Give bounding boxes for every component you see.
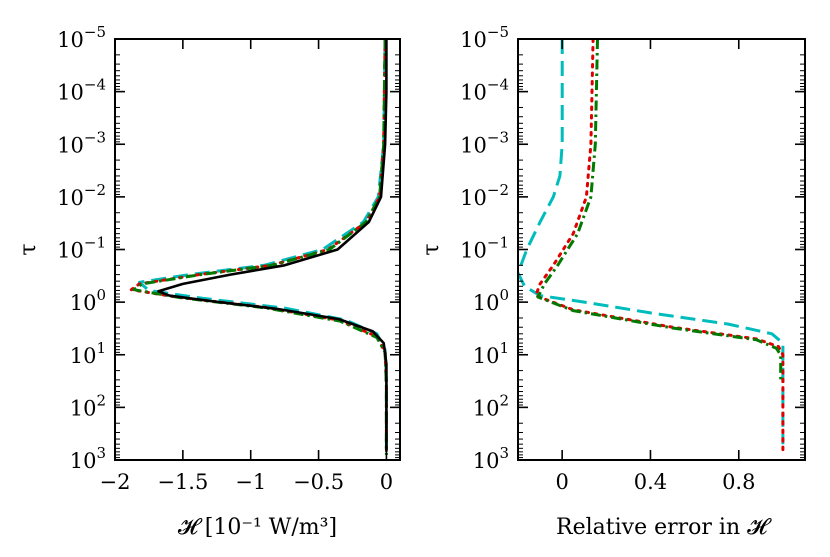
y-axis-label: τ (16, 243, 41, 255)
series-line-dashed (518, 39, 785, 445)
x-tick-label: 0.8 (722, 470, 755, 494)
y-tick-label: 10−3 (57, 128, 106, 157)
y-tick-label: 10−3 (460, 128, 509, 157)
series-group (129, 39, 388, 457)
series-line-solid (157, 39, 388, 452)
y-tick-label: 10−4 (57, 76, 106, 105)
x-tick-label: −1 (235, 470, 266, 494)
x-axis-label: Relative error in 𝓗 (556, 515, 772, 540)
x-tick-label: −0.5 (293, 470, 344, 494)
y-tick-label: 102 (70, 391, 106, 420)
series-line-dashed (137, 39, 388, 449)
y-tick-label: 101 (70, 339, 106, 368)
y-tick-label: 103 (70, 444, 106, 473)
y-axis-label: τ (419, 243, 444, 255)
y-tick-label: 10−2 (57, 181, 106, 210)
x-tick-label: −1.5 (157, 470, 208, 494)
y-tick-label: 100 (70, 286, 106, 315)
y-tick-label: 102 (473, 391, 509, 420)
plot-frame (517, 38, 806, 461)
plot-frame (114, 38, 401, 461)
panel-right: 10−5 10−4 10−3 10−2 10−1 100 101 102 103 0 0.4 0.8 R… (419, 23, 806, 540)
x-tick-label: 0 (555, 470, 568, 494)
series-line-dotted (534, 39, 785, 454)
y-tick-label: 10−5 (57, 23, 106, 52)
y-tick-label: 103 (473, 444, 509, 473)
series-group (518, 39, 785, 454)
x-axis-label: 𝓗 [10⁻¹ W/m³] (178, 515, 337, 540)
x-tick-label: 0 (380, 470, 393, 494)
series-line-dashdot (536, 39, 783, 380)
x-tick-label: −2 (100, 470, 131, 494)
y-tick-label: 10−1 (57, 234, 106, 263)
y-tick-label: 10−5 (460, 23, 509, 52)
y-tick-label: 100 (473, 286, 509, 315)
y-tick-label: 10−1 (460, 234, 509, 263)
series-line-dotted (129, 39, 388, 457)
panel-left: 10−5 10−4 10−3 10−2 10−1 100 101 102 103−2 −1.5 −1… (16, 23, 401, 540)
y-tick-label: 101 (473, 339, 509, 368)
series-line-dashdot (132, 39, 388, 455)
y-tick-label: 10−2 (460, 181, 509, 210)
y-tick-label: 10−4 (460, 76, 509, 105)
x-tick-label: 0.4 (634, 470, 667, 494)
